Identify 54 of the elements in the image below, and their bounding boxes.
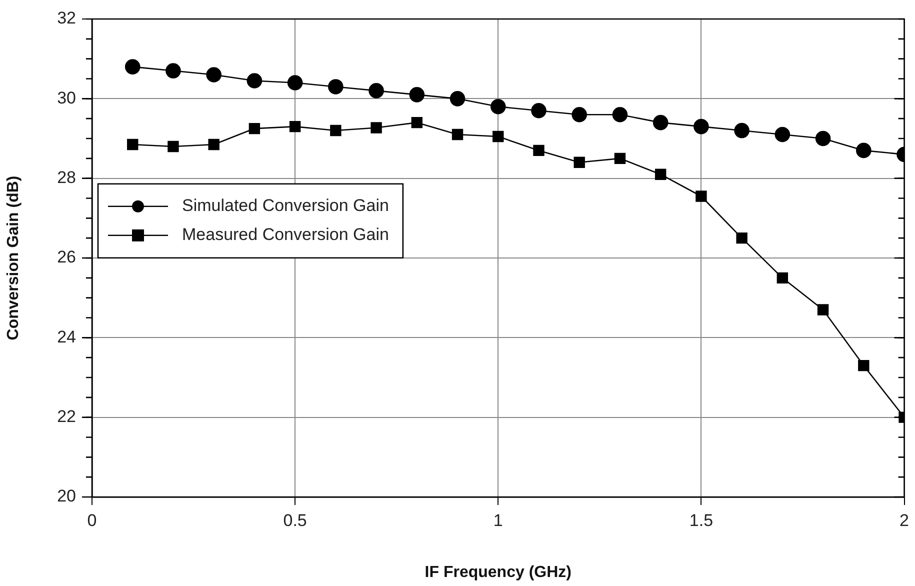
point [490,98,506,114]
point [127,138,138,150]
point [287,75,303,90]
x-tick-label: 0 [87,510,97,530]
point [815,130,831,146]
point [248,122,260,134]
point [452,128,464,140]
point [246,73,262,88]
x-tick-label: 1.5 [689,510,714,530]
point [614,152,626,164]
y-tick-label: 26 [57,248,76,267]
point [696,190,707,202]
x-axis-title: IF Frequency (GHz) [424,564,572,581]
y-tick-label: 22 [57,407,76,426]
point [652,114,668,130]
point [370,122,382,134]
point [206,67,222,82]
point [572,106,588,122]
legend-label: Measured Conversion Gain [182,225,389,244]
point [289,120,301,132]
point [168,140,179,152]
y-tick-label: 32 [57,8,76,28]
point [531,102,546,118]
point [858,360,870,372]
point [776,272,788,284]
y-axis-title: Conversion Gain (dB) [5,176,22,340]
y-tick-label: 24 [57,327,76,346]
point [734,122,750,138]
point [612,106,628,122]
y-tick-label: 28 [57,168,76,188]
point [654,168,666,180]
point [124,59,140,74]
point [574,156,585,168]
point [736,232,748,244]
point [330,124,342,136]
point [411,116,423,128]
point [817,304,829,316]
point [328,79,344,94]
y-tick-label: 20 [57,486,76,506]
point [208,138,220,150]
legend-label: Simulated Conversion Gain [182,196,389,216]
point [166,63,181,78]
x-tick-label: 1 [493,510,503,530]
y-tick-label: 30 [57,88,76,108]
point [774,126,790,142]
point [368,83,384,98]
point [409,87,425,102]
point [694,118,709,134]
x-tick-label: 2 [900,510,910,530]
point [450,91,466,106]
point [492,130,504,142]
point [533,144,544,156]
x-tick-label: 0.5 [283,510,307,530]
point [856,142,872,158]
